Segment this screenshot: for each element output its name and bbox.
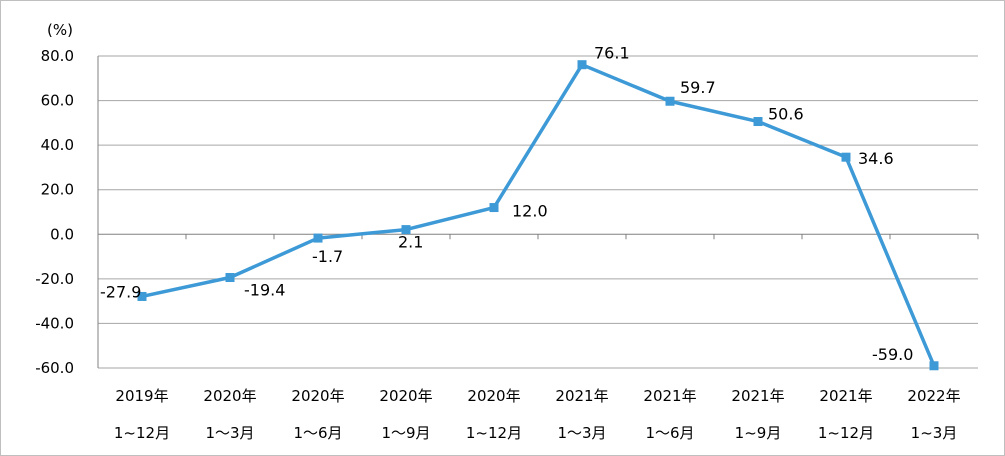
series-line <box>141 62 936 367</box>
y-tick-labels: 80.0 60.0 40.0 20.0 0.0 -20.0 -40.0 -60.0 <box>35 47 74 377</box>
x-tick-label-period: 1～3月 <box>205 424 254 442</box>
data-point-marker <box>577 60 587 70</box>
x-tick-label-year: 2019年 <box>115 387 168 405</box>
x-tick-label-period: 1~12月 <box>466 424 522 442</box>
y-tick-label: 60.0 <box>41 92 74 110</box>
x-tick-label-year: 2021年 <box>731 387 784 405</box>
x-tick-label-period: 1~9月 <box>735 424 782 442</box>
data-point-marker <box>841 152 851 162</box>
x-tick-label-year: 2021年 <box>819 387 872 405</box>
data-label: -1.7 <box>312 247 343 266</box>
x-tick-label-period: 1～6月 <box>293 424 342 442</box>
x-tick-label-year: 2020年 <box>203 387 256 405</box>
y-tick-label: -60.0 <box>35 359 74 377</box>
data-point-marker <box>753 117 763 127</box>
data-point-marker <box>401 225 411 235</box>
x-tick-label-period: 1～6月 <box>645 424 694 442</box>
x-tick-label-year: 2021年 <box>643 387 696 405</box>
data-label: 34.6 <box>858 149 894 168</box>
data-point-marker <box>929 361 939 371</box>
y-tick-label: -40.0 <box>35 314 74 332</box>
y-tick-label: -20.0 <box>35 270 74 288</box>
x-tick-label-period: 1～9月 <box>381 424 430 442</box>
data-point-marker <box>489 203 499 213</box>
data-label: 59.7 <box>680 78 716 97</box>
data-label: -27.9 <box>100 282 141 301</box>
data-label: -19.4 <box>244 281 285 300</box>
x-tick-label-year: 2022年 <box>907 387 960 405</box>
y-axis-unit-label: (%) <box>47 21 73 39</box>
data-label: -59.0 <box>872 345 913 364</box>
x-tick-label-period: 1~12月 <box>818 424 874 442</box>
y-tick-label: 40.0 <box>41 136 74 154</box>
data-point-marker <box>313 233 323 243</box>
y-tick-label: 80.0 <box>41 47 74 65</box>
x-tick-label-period: 1～3月 <box>557 424 606 442</box>
data-point-marker <box>137 291 147 301</box>
x-tick-label-year: 2020年 <box>291 387 344 405</box>
x-tick-label-period: 1~3月 <box>911 424 958 442</box>
y-tick-label: 20.0 <box>41 181 74 199</box>
data-series <box>137 60 939 371</box>
x-tick-label-year: 2020年 <box>467 387 520 405</box>
x-tick-label-year: 2021年 <box>555 387 608 405</box>
data-point-marker <box>665 96 675 106</box>
data-label: 76.1 <box>594 44 630 63</box>
data-label: 12.0 <box>512 202 548 221</box>
data-label: 2.1 <box>398 233 423 252</box>
x-tick-labels: 2019年 1~12月 2020年 1～3月 2020年 1～6月 2020年 1～9月 202… <box>114 387 961 442</box>
data-point-marker <box>225 273 235 283</box>
data-labels: -27.9 -19.4 -1.7 2.1 12.0 76.1 59.7 50.6 34.6 -59… <box>100 44 913 364</box>
data-label: 50.6 <box>768 105 804 124</box>
y-tick-label: 0.0 <box>50 225 74 243</box>
x-tick-label-year: 2020年 <box>379 387 432 405</box>
x-tick-label-period: 1~12月 <box>114 424 170 442</box>
gridlines <box>98 55 978 369</box>
